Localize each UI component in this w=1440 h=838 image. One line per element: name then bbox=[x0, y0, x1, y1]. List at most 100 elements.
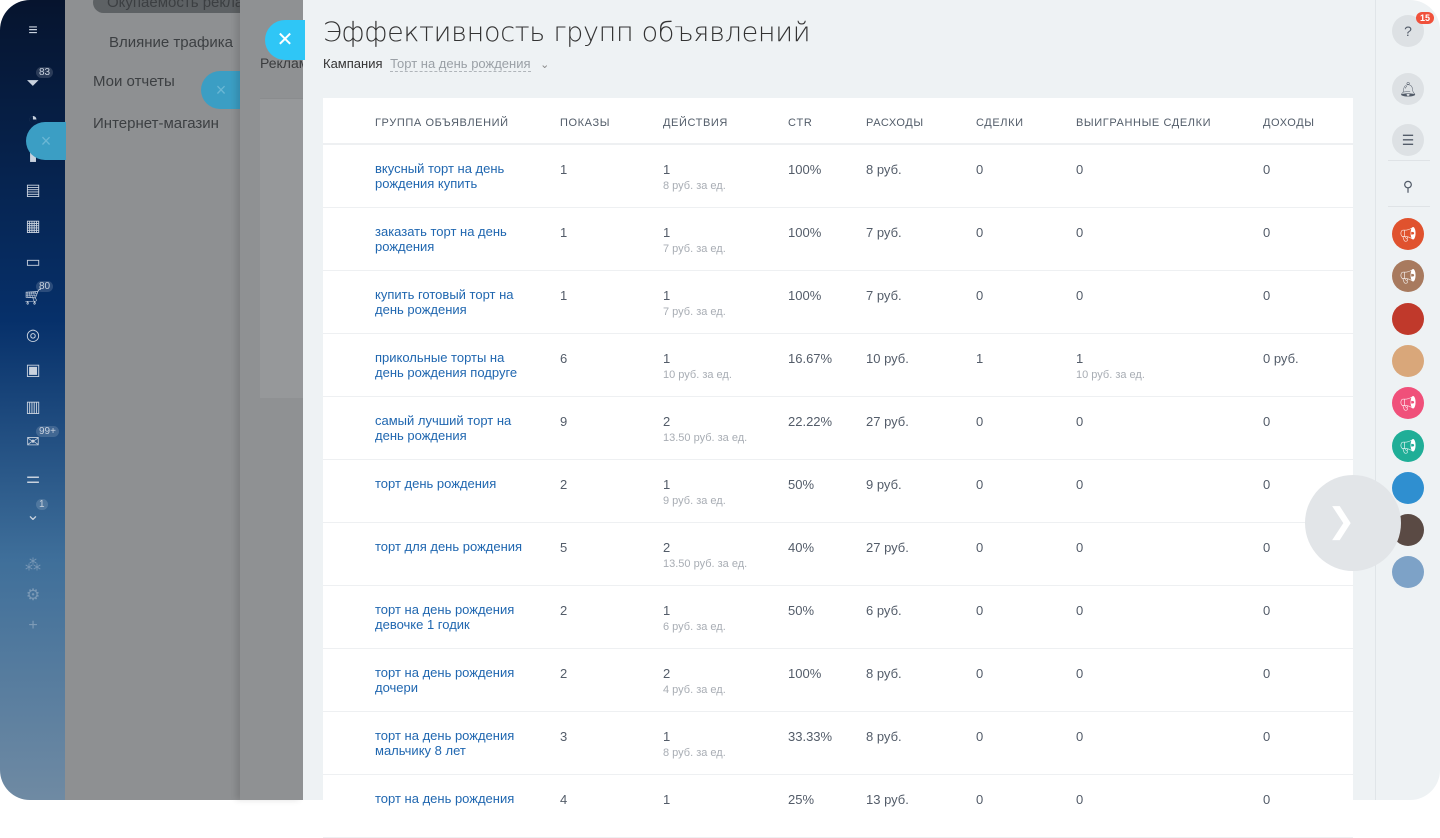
cash-register-icon[interactable]: ▤ bbox=[25, 182, 41, 199]
cell-value: 0 bbox=[976, 477, 984, 492]
divider bbox=[1388, 206, 1430, 207]
avatar[interactable] bbox=[1392, 556, 1424, 589]
avatar[interactable]: 📢︎ bbox=[1392, 218, 1424, 250]
chevron-right-icon: ❯ bbox=[1327, 502, 1356, 540]
table-row: купить готовый торт на день рождения 1 1 7 … bbox=[323, 271, 1353, 334]
column-header[interactable]: ВЫИГРАННЫЕ СДЕЛКИ bbox=[1076, 117, 1212, 129]
menu-item-my-reports[interactable]: Мои отчеты bbox=[93, 73, 175, 90]
close-icon[interactable]: × bbox=[201, 71, 241, 109]
avatar[interactable]: 📢︎ bbox=[1392, 260, 1424, 293]
column-header[interactable]: ПОКАЗЫ bbox=[560, 117, 611, 129]
filter-icon[interactable]: ⏷ bbox=[26, 75, 40, 92]
cell-name[interactable]: прикольные торты на день рождения подруг… bbox=[375, 350, 535, 380]
chevron-down-icon[interactable]: ⌄ bbox=[540, 59, 550, 71]
table-row: торт для день рождения 5 2 13.50 руб. за ед… bbox=[323, 523, 1353, 586]
cell-name[interactable]: торт для день рождения bbox=[375, 539, 535, 554]
cell-name[interactable]: вкусный торт на день рождения купить bbox=[375, 161, 535, 191]
cost-per-unit: 10 руб. за ед. bbox=[1076, 369, 1145, 381]
cell-deals: 0 bbox=[976, 288, 983, 303]
cell-shows: 2 bbox=[560, 477, 567, 492]
cell-value: 100% bbox=[788, 162, 822, 177]
avatar[interactable] bbox=[1392, 471, 1424, 504]
cell-value: 1 bbox=[663, 225, 671, 240]
menu-item-roi[interactable]: Окупаемость рекламы bbox=[93, 0, 253, 13]
cell-name[interactable]: торт на день рождения дочери bbox=[375, 665, 535, 695]
menu-item-eshop[interactable]: Интернет-магазин bbox=[93, 115, 219, 132]
avatar[interactable] bbox=[1392, 344, 1424, 377]
counter-badge: 1 bbox=[36, 499, 48, 510]
cell-value: 1 bbox=[663, 729, 671, 744]
chevron-circle-icon[interactable]: ⌄ bbox=[26, 507, 40, 524]
cell-spend: 6 руб. bbox=[866, 603, 902, 618]
cell-value: 0 bbox=[1263, 477, 1271, 492]
book-icon[interactable]: ▥ bbox=[25, 399, 41, 416]
table-row: торт на день рождения мальчику 8 лет 3 1 8 … bbox=[323, 712, 1353, 775]
column-header[interactable]: ДЕЙСТВИЯ bbox=[663, 117, 728, 129]
cell-value: торт день рождения bbox=[375, 476, 497, 491]
menu-icon[interactable]: ≡ bbox=[28, 22, 38, 39]
cell-value: 50% bbox=[788, 477, 815, 492]
cell-name[interactable]: купить готовый торт на день рождения bbox=[375, 287, 535, 317]
cell-value: 6 руб. bbox=[866, 603, 902, 618]
cell-value: 0 bbox=[976, 162, 984, 177]
cell-actions: 1 7 руб. за ед. bbox=[663, 288, 726, 318]
search-icon[interactable]: ⚲ bbox=[1402, 178, 1414, 194]
column-header[interactable]: РАСХОДЫ bbox=[866, 117, 924, 129]
next-arrow-button[interactable]: ❯ bbox=[1305, 475, 1401, 571]
reports-menu: Окупаемость рекламы Влияние трафика Мои … bbox=[65, 0, 253, 800]
sliders-icon[interactable]: ⚌ bbox=[25, 470, 41, 487]
cell-value: 9 руб. bbox=[866, 477, 902, 492]
grid-icon[interactable]: ▦ bbox=[25, 218, 41, 235]
cell-value: 0 bbox=[1263, 666, 1271, 681]
cell-value: 1 bbox=[1076, 351, 1084, 366]
cell-value: 0 bbox=[1076, 414, 1084, 429]
cell-value: 27 руб. bbox=[866, 540, 909, 555]
menu-item-traffic[interactable]: Влияние трафика bbox=[109, 34, 233, 51]
close-icon[interactable]: × bbox=[26, 122, 66, 160]
cell-won: 0 bbox=[1076, 288, 1083, 303]
cell-name[interactable]: торт на день рождения девочке 1 годик bbox=[375, 602, 535, 632]
window-icon[interactable]: ▭ bbox=[25, 254, 41, 271]
cell-value: 0 bbox=[976, 225, 984, 240]
cell-value: 8 руб. bbox=[866, 729, 902, 744]
cell-name[interactable]: торт день рождения bbox=[375, 476, 535, 491]
cell-value: 0 bbox=[976, 414, 984, 429]
column-header[interactable]: CTR bbox=[788, 117, 813, 129]
network-icon[interactable]: ⁂ bbox=[25, 557, 41, 574]
table-row: самый лучший торт на день рождения 9 2 13.5… bbox=[323, 397, 1353, 460]
bell-icon[interactable]: 🔔︎ bbox=[1392, 73, 1424, 105]
cell-name[interactable]: торт на день рождения мальчику 8 лет bbox=[375, 728, 535, 758]
cell-deals: 0 bbox=[976, 540, 983, 555]
cell-name[interactable]: заказать торт на день рождения bbox=[375, 224, 535, 254]
cell-value: торт на день рождения девочке 1 годик bbox=[375, 602, 515, 632]
cell-actions: 2 13.50 руб. за ед. bbox=[663, 414, 747, 444]
cell-name[interactable]: торт на день рождения bbox=[375, 791, 535, 806]
cell-value: 9 bbox=[560, 414, 568, 429]
cost-per-unit: 7 руб. за ед. bbox=[663, 243, 726, 255]
cell-actions: 1 9 руб. за ед. bbox=[663, 477, 726, 507]
avatar[interactable]: 📢︎ bbox=[1392, 387, 1424, 420]
avatar[interactable] bbox=[1392, 302, 1424, 335]
column-header[interactable]: ДОХОДЫ bbox=[1263, 117, 1315, 129]
chat-icon[interactable]: ☰ bbox=[1392, 124, 1424, 156]
cell-value: 0 bbox=[1076, 225, 1084, 240]
cell-deals: 0 bbox=[976, 666, 983, 681]
close-slider-button[interactable]: ✕ bbox=[265, 20, 305, 60]
column-header[interactable]: ГРУППА ОБЪЯВЛЕНИЙ bbox=[375, 117, 509, 129]
plus-icon[interactable]: + bbox=[28, 617, 38, 634]
cell-ctr: 100% bbox=[788, 288, 821, 303]
robot-icon[interactable]: ▣ bbox=[25, 362, 41, 379]
cell-ctr: 100% bbox=[788, 666, 821, 681]
cell-value: торт на день рождения дочери bbox=[375, 665, 515, 695]
cell-name[interactable]: самый лучший торт на день рождения bbox=[375, 413, 535, 443]
cell-value: 6 bbox=[560, 351, 568, 366]
cost-per-unit: 13.50 руб. за ед. bbox=[663, 558, 748, 570]
avatar[interactable]: 📢︎ bbox=[1392, 429, 1424, 462]
column-header[interactable]: СДЕЛКИ bbox=[976, 117, 1024, 129]
clock-icon[interactable]: ◔ bbox=[28, 111, 38, 128]
gear-icon[interactable]: ⚙ bbox=[25, 587, 41, 604]
target-icon[interactable]: ◎ bbox=[26, 327, 40, 344]
mail-icon[interactable]: ✉ bbox=[26, 434, 40, 451]
cart-icon[interactable]: 🛒︎ bbox=[22, 289, 44, 306]
campaign-select[interactable]: Торт на день рождения bbox=[390, 56, 531, 72]
